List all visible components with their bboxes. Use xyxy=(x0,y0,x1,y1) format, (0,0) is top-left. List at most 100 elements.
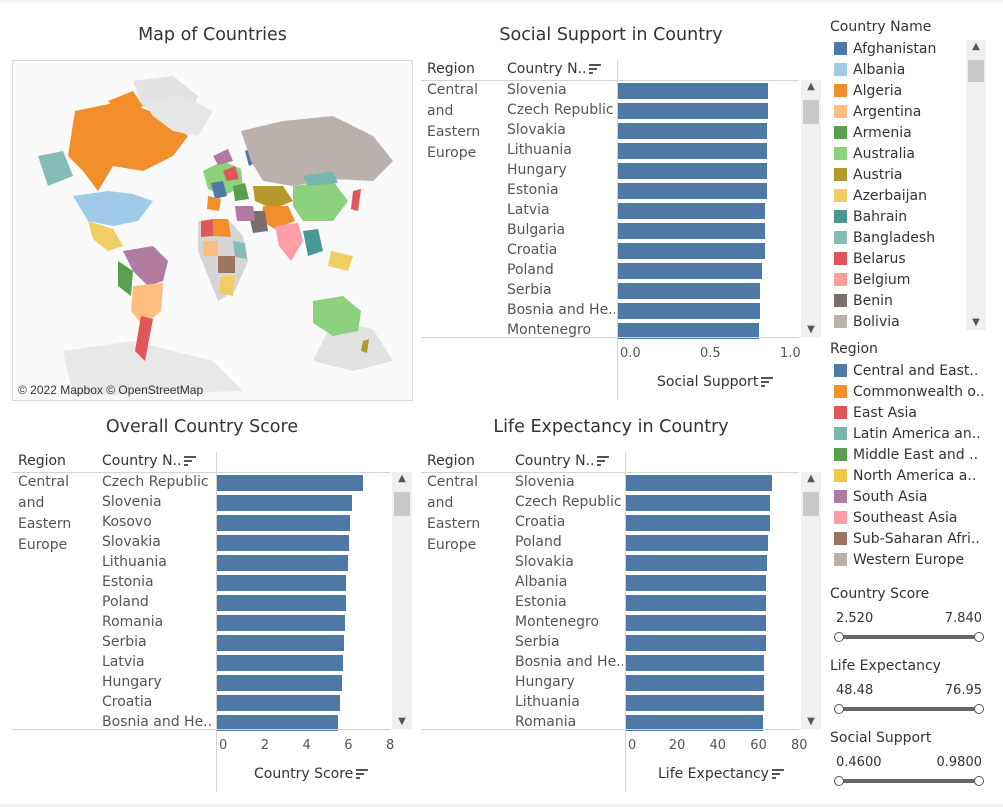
legend-item[interactable]: Belarus xyxy=(834,250,906,268)
country-label[interactable]: Slovakia xyxy=(507,122,566,138)
legend-item[interactable]: Bahrain xyxy=(834,208,907,226)
overall-scrollbar[interactable]: ▲ ▼ xyxy=(392,472,412,729)
social-scrollbar[interactable]: ▲ ▼ xyxy=(801,80,821,337)
country-label[interactable]: Montenegro xyxy=(507,322,592,338)
country-label[interactable]: Czech Republic xyxy=(515,494,622,510)
bar[interactable] xyxy=(618,123,767,139)
country-label[interactable]: Latvia xyxy=(507,202,550,218)
legend-item[interactable]: South Asia xyxy=(834,488,927,506)
country-label[interactable]: Bosnia and He.. xyxy=(102,714,213,730)
bar[interactable] xyxy=(626,575,767,591)
bar[interactable] xyxy=(626,515,771,531)
legend-item[interactable]: Benin xyxy=(834,292,893,310)
country-label[interactable]: Poland xyxy=(102,594,149,610)
country-label[interactable]: Lithuania xyxy=(102,554,167,570)
country-label[interactable]: Slovenia xyxy=(507,82,567,98)
scroll-up-icon[interactable]: ▲ xyxy=(807,473,815,484)
country-label[interactable]: Hungary xyxy=(507,162,567,178)
slider-min-handle[interactable] xyxy=(834,704,844,714)
bar[interactable] xyxy=(618,283,761,299)
scroll-up-icon[interactable]: ▲ xyxy=(807,81,815,92)
slider-min-handle[interactable] xyxy=(834,632,844,642)
bar[interactable] xyxy=(626,675,764,691)
country-label[interactable]: Slovakia xyxy=(102,534,161,550)
country-label[interactable]: Albania xyxy=(515,574,568,590)
bar[interactable] xyxy=(626,695,764,711)
country-label[interactable]: Slovenia xyxy=(102,494,162,510)
bar[interactable] xyxy=(217,635,344,651)
legend-item[interactable]: Armenia xyxy=(834,124,912,142)
country-label[interactable]: Slovenia xyxy=(515,474,575,490)
country-label[interactable]: Serbia xyxy=(515,634,560,650)
country-label[interactable]: Serbia xyxy=(102,634,147,650)
legend-item[interactable]: Southeast Asia xyxy=(834,509,957,527)
life-axis-title[interactable]: Life Expectancy xyxy=(658,766,784,782)
country-label[interactable]: Romania xyxy=(102,614,164,630)
bar[interactable] xyxy=(618,83,769,99)
sort-icon[interactable] xyxy=(597,456,610,466)
country-legend-scrollbar[interactable]: ▲ ▼ xyxy=(966,40,986,330)
bar[interactable] xyxy=(626,495,771,511)
bar[interactable] xyxy=(618,243,766,259)
legend-item[interactable]: Australia xyxy=(834,145,915,163)
bar[interactable] xyxy=(217,475,363,491)
legend-item[interactable]: Austria xyxy=(834,166,902,184)
sort-icon[interactable] xyxy=(184,456,197,466)
country-label[interactable]: Bulgaria xyxy=(507,222,566,238)
bar[interactable] xyxy=(618,223,766,239)
country-label[interactable]: Montenegro xyxy=(515,614,600,630)
country-map[interactable]: © 2022 Mapbox © OpenStreetMap xyxy=(12,60,413,401)
country-label[interactable]: Romania xyxy=(515,714,577,730)
country-label[interactable]: Lithuania xyxy=(507,142,572,158)
bar[interactable] xyxy=(618,103,769,119)
bar[interactable] xyxy=(626,555,767,571)
bar[interactable] xyxy=(618,323,759,339)
country-label[interactable]: Czech Republic xyxy=(507,102,614,118)
scroll-down-icon[interactable]: ▼ xyxy=(972,317,980,328)
sort-icon[interactable] xyxy=(356,769,369,779)
country-label[interactable]: Serbia xyxy=(507,282,552,298)
bar[interactable] xyxy=(618,263,762,279)
bar[interactable] xyxy=(217,615,346,631)
legend-item[interactable]: Commonwealth o.. xyxy=(834,383,985,401)
scroll-down-icon[interactable]: ▼ xyxy=(807,716,815,727)
bar[interactable] xyxy=(626,595,767,611)
country-label[interactable]: Croatia xyxy=(515,514,566,530)
filter-slider-track[interactable] xyxy=(838,779,980,783)
bar[interactable] xyxy=(618,303,761,319)
country-label[interactable]: Croatia xyxy=(507,242,558,258)
bar[interactable] xyxy=(618,163,767,179)
bar[interactable] xyxy=(626,615,766,631)
country-label[interactable]: Slovakia xyxy=(515,554,574,570)
country-label[interactable]: Croatia xyxy=(102,694,153,710)
bar[interactable] xyxy=(217,515,350,531)
bar[interactable] xyxy=(626,715,764,731)
legend-item[interactable]: Bolivia xyxy=(834,313,900,331)
bar[interactable] xyxy=(217,535,350,551)
bar[interactable] xyxy=(217,555,348,571)
bar[interactable] xyxy=(618,143,767,159)
country-label[interactable]: Hungary xyxy=(102,674,162,690)
legend-item[interactable]: Afghanistan xyxy=(834,40,936,58)
life-country-header[interactable]: Country N.. xyxy=(515,453,610,469)
slider-min-handle[interactable] xyxy=(834,776,844,786)
country-label[interactable]: Poland xyxy=(515,534,562,550)
slider-max-handle[interactable] xyxy=(974,704,984,714)
sort-icon[interactable] xyxy=(761,377,774,387)
bar[interactable] xyxy=(626,535,768,551)
scroll-down-icon[interactable]: ▼ xyxy=(398,716,406,727)
social-axis-title[interactable]: Social Support xyxy=(657,374,774,390)
sort-icon[interactable] xyxy=(589,64,602,74)
legend-item[interactable]: Albania xyxy=(834,61,905,79)
life-scrollbar[interactable]: ▲ ▼ xyxy=(801,472,821,729)
country-label[interactable]: Latvia xyxy=(102,654,145,670)
bar[interactable] xyxy=(217,575,347,591)
legend-item[interactable]: Sub-Saharan Afri.. xyxy=(834,530,980,548)
sort-icon[interactable] xyxy=(771,769,784,779)
country-label[interactable]: Estonia xyxy=(507,182,559,198)
legend-item[interactable]: Azerbaijan xyxy=(834,187,927,205)
scroll-down-icon[interactable]: ▼ xyxy=(807,324,815,335)
scroll-up-icon[interactable]: ▲ xyxy=(972,41,980,52)
legend-item[interactable]: East Asia xyxy=(834,404,917,422)
overall-country-header[interactable]: Country N.. xyxy=(102,453,197,469)
